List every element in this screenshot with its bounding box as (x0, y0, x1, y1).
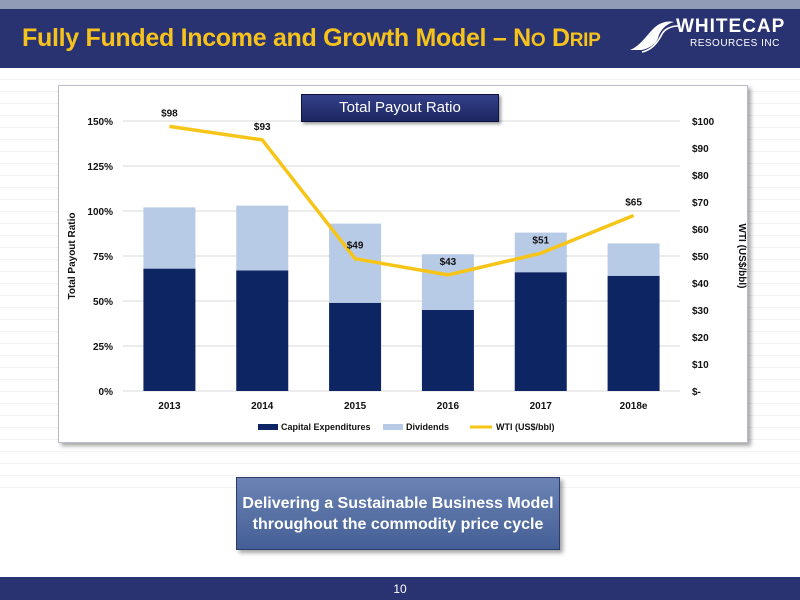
y-tick-label: 50% (93, 297, 113, 308)
callout-box: Delivering a Sustainable Business Model … (236, 477, 560, 550)
chart-title: Total Payout Ratio (301, 94, 499, 122)
wti-data-label: $65 (625, 198, 642, 209)
bar-capital-expenditures (607, 275, 660, 391)
title-smallcaps-2: RIP (569, 30, 601, 51)
bar-dividends (421, 254, 474, 310)
legend-swatch (383, 424, 403, 430)
bar-dividends (143, 207, 196, 269)
y2-tick-label: $- (692, 387, 701, 398)
legend-label: WTI (US$/bbl) (496, 422, 555, 432)
x-tick-label: 2014 (251, 401, 274, 412)
wti-data-label: $98 (161, 108, 178, 119)
y2-tick-label: $90 (692, 144, 709, 155)
y2-tick-label: $60 (692, 225, 709, 236)
bar-capital-expenditures (143, 268, 196, 391)
x-tick-label: 2016 (437, 401, 460, 412)
bar-capital-expenditures (236, 270, 289, 391)
wti-data-label: $43 (440, 257, 457, 268)
title-main: Fully Funded Income and Growth Model – N (22, 24, 531, 52)
y2-tick-label: $50 (692, 252, 709, 263)
y-tick-label: 150% (87, 117, 113, 128)
y-tick-label: 25% (93, 342, 113, 353)
bar-capital-expenditures (514, 272, 567, 391)
page-number: 10 (393, 582, 407, 596)
bar-capital-expenditures (329, 302, 382, 391)
y2-tick-label: $40 (692, 279, 709, 290)
x-tick-label: 2013 (158, 401, 181, 412)
y-tick-label: 100% (87, 207, 113, 218)
y2-tick-label: $100 (692, 117, 715, 128)
y-tick-label: 75% (93, 252, 113, 263)
wti-line (169, 124, 635, 277)
title-smallcaps-1: O (530, 30, 546, 51)
bar-dividends (607, 243, 660, 276)
bar-dividends (236, 205, 289, 271)
x-tick-label: 2015 (344, 401, 367, 412)
footer-bar (0, 577, 800, 600)
y-tick-label: 125% (87, 162, 113, 173)
y2-tick-label: $80 (692, 171, 709, 182)
company-logo: WHITECAP RESOURCES INC (628, 16, 788, 60)
y2-tick-label: $20 (692, 333, 709, 344)
title-mid: D (545, 24, 570, 52)
y-tick-label: 0% (99, 387, 114, 398)
slide-title: Fully Funded Income and Growth Model – N… (22, 24, 601, 53)
logo-wordmark: WHITECAP (676, 16, 786, 37)
y-axis-title: Total Payout Ratio (67, 212, 78, 299)
callout-line-2: throughout the commodity price cycle (252, 515, 544, 533)
header-bar (0, 9, 800, 68)
x-tick-label: 2017 (530, 401, 553, 412)
legend-swatch (258, 424, 278, 430)
y2-tick-label: $70 (692, 198, 709, 209)
wti-data-label: $49 (347, 241, 364, 252)
y2-axis-title: WTI (US$/bbl) (736, 224, 747, 289)
legend-label: Dividends (406, 422, 449, 432)
callout-line-1: Delivering a Sustainable Business Model (242, 494, 554, 512)
logo-subtext: RESOURCES INC (690, 38, 780, 49)
top-strip (0, 0, 800, 9)
wave-logo-icon (630, 21, 679, 53)
x-tick-label: 2018e (620, 401, 648, 412)
wti-data-label: $93 (254, 122, 271, 133)
y2-tick-label: $30 (692, 306, 709, 317)
wti-data-label: $51 (532, 235, 549, 246)
y2-tick-label: $10 (692, 360, 709, 371)
bar-capital-expenditures (421, 310, 474, 391)
legend-label: Capital Expenditures (281, 422, 371, 432)
